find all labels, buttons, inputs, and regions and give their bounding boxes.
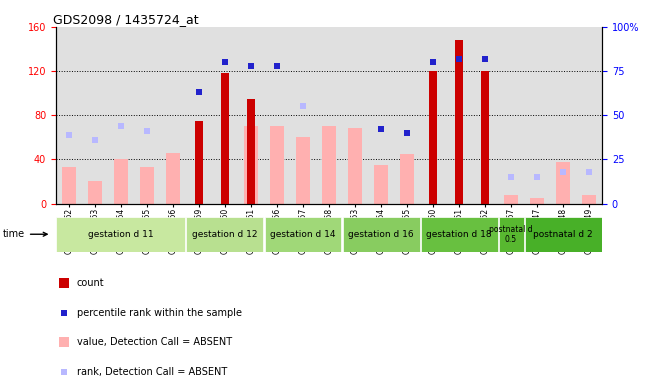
Text: gestation d 11: gestation d 11 [88,230,154,239]
Bar [348,128,362,204]
Bar [186,217,263,252]
Bar [114,159,128,204]
Bar [221,73,229,204]
Bar [343,217,420,252]
Bar [88,182,102,204]
Bar [296,137,310,204]
Text: gestation d 16: gestation d 16 [348,230,414,239]
Bar [195,121,203,204]
Bar [530,198,544,204]
Bar [499,217,524,252]
Bar [57,217,186,252]
Bar [420,217,497,252]
Bar [374,165,388,204]
Bar [524,217,601,252]
Text: postnatal d 2: postnatal d 2 [533,230,593,239]
Text: gestation d 14: gestation d 14 [270,230,336,239]
Bar [429,71,437,204]
Bar [322,126,336,204]
Text: rank, Detection Call = ABSENT: rank, Detection Call = ABSENT [77,367,227,377]
Text: value, Detection Call = ABSENT: value, Detection Call = ABSENT [77,337,232,347]
Text: count: count [77,278,105,288]
Bar [455,40,463,204]
Bar [582,195,596,204]
Bar [244,126,258,204]
Bar [504,195,519,204]
Text: time: time [3,229,47,239]
Bar [62,167,76,204]
Bar [556,162,570,204]
Bar [265,217,342,252]
Bar [166,153,180,204]
Text: gestation d 12: gestation d 12 [192,230,258,239]
Bar [270,126,284,204]
Bar [400,154,414,204]
Bar [247,99,255,204]
Bar [139,167,154,204]
Text: GDS2098 / 1435724_at: GDS2098 / 1435724_at [53,13,199,26]
Text: percentile rank within the sample: percentile rank within the sample [77,308,241,318]
Text: postnatal d
0.5: postnatal d 0.5 [490,225,533,244]
Text: gestation d 18: gestation d 18 [426,230,492,239]
Bar [481,71,489,204]
